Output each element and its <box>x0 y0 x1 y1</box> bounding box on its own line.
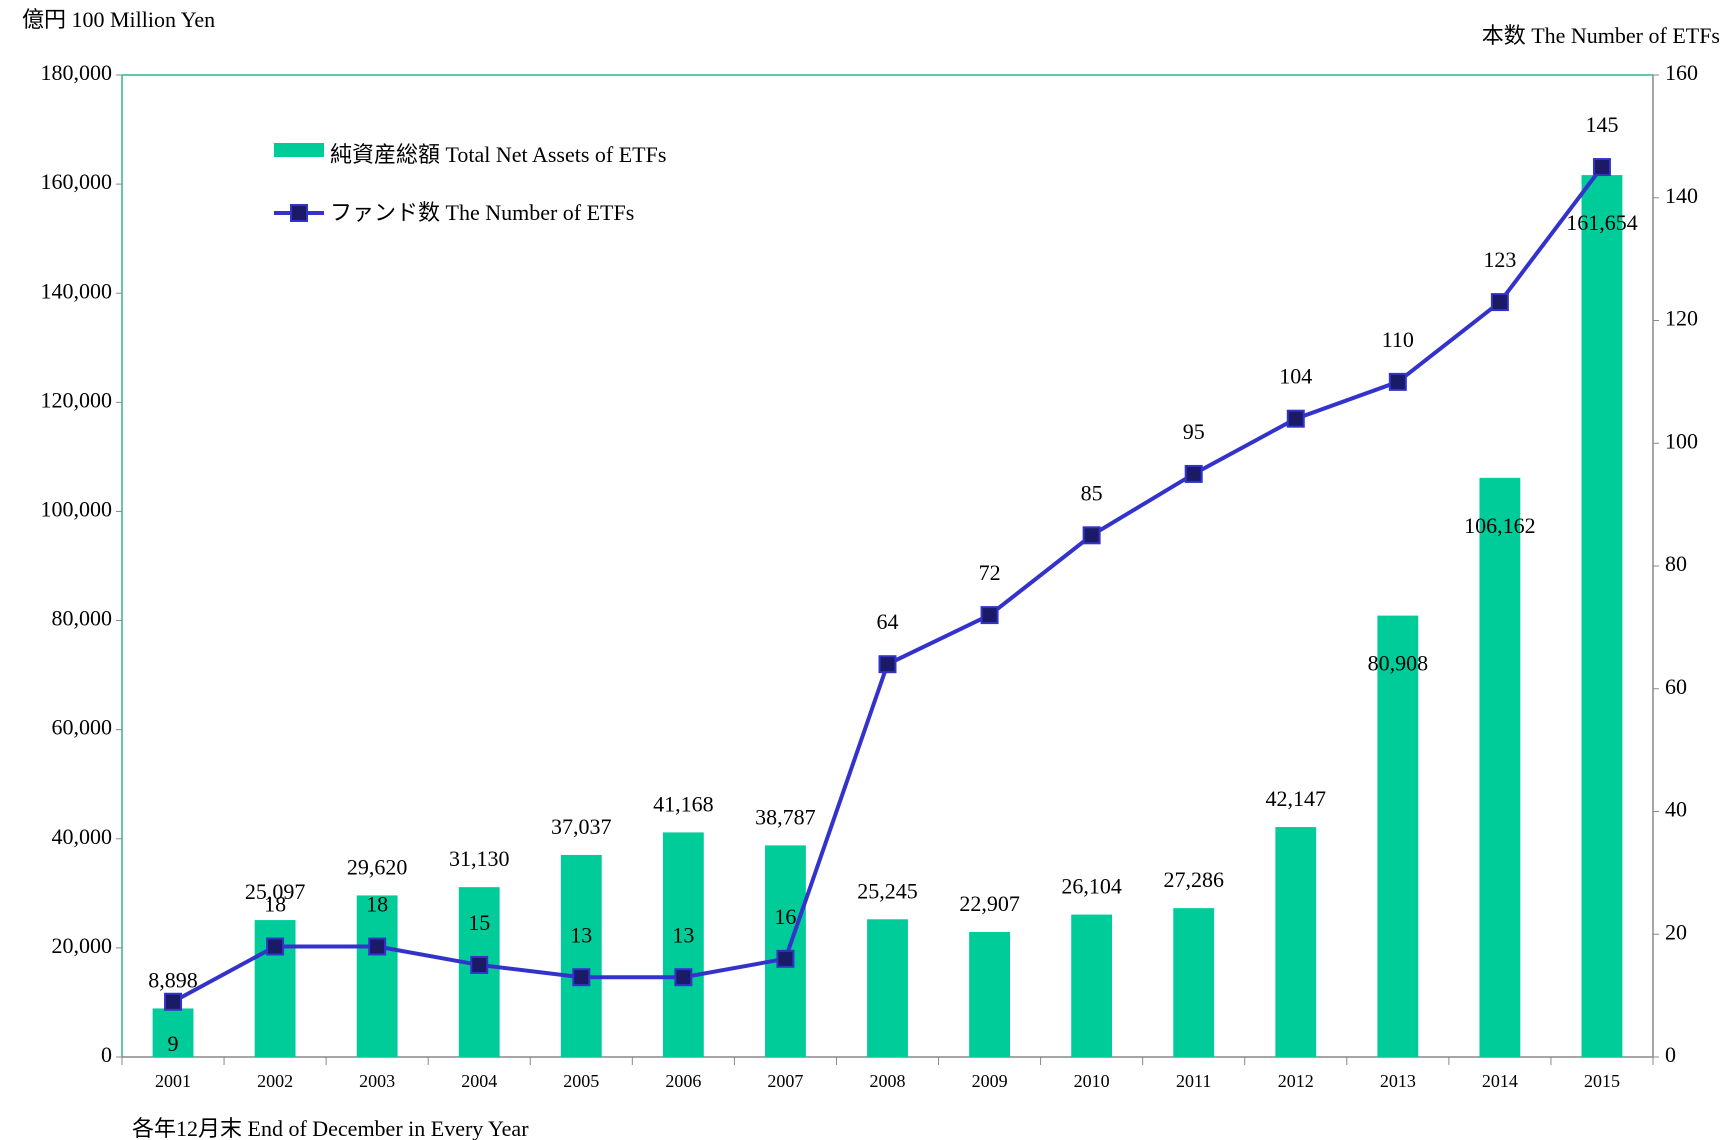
bar <box>662 832 704 1057</box>
marker <box>1388 372 1407 391</box>
bar <box>1275 827 1317 1057</box>
marker <box>572 968 591 987</box>
y2-tick-label: 60 <box>1665 674 1687 699</box>
y2-axis-label: 本数 The Number of ETFs <box>1482 23 1720 48</box>
bar <box>152 1008 194 1057</box>
data-label: 18 <box>264 892 286 917</box>
x-tick-label: 2001 <box>155 1071 191 1091</box>
marker <box>470 955 489 974</box>
data-label: 38,787 <box>755 804 816 829</box>
x-tick-label: 2003 <box>359 1071 395 1091</box>
y2-tick-label: 20 <box>1665 919 1687 944</box>
data-label: 8,898 <box>148 968 198 993</box>
bar <box>560 854 602 1057</box>
data-label: 18 <box>366 892 388 917</box>
y-tick-label: 160,000 <box>41 169 113 194</box>
legend-label: ファンド数 The Number of ETFs <box>330 200 634 225</box>
data-label: 9 <box>168 1031 179 1056</box>
y-tick-label: 140,000 <box>41 278 113 303</box>
x-tick-label: 2015 <box>1584 1071 1620 1091</box>
marker <box>368 937 387 956</box>
data-label: 13 <box>672 922 694 947</box>
bar <box>356 895 398 1057</box>
data-label: 64 <box>877 609 899 634</box>
x-tick-label: 2010 <box>1074 1071 1110 1091</box>
data-label: 145 <box>1585 112 1618 137</box>
data-label: 27,286 <box>1163 867 1224 892</box>
data-label: 25,097 <box>245 879 306 904</box>
data-label: 41,168 <box>653 791 714 816</box>
marker <box>1490 293 1509 312</box>
marker <box>776 949 795 968</box>
data-label: 29,620 <box>347 854 408 879</box>
bar <box>969 932 1010 1057</box>
x-tick-label: 2007 <box>767 1071 803 1091</box>
data-label: 161,654 <box>1566 210 1638 235</box>
x-tick-label: 2006 <box>665 1071 701 1091</box>
bar <box>1479 477 1521 1058</box>
marker <box>1592 158 1611 177</box>
bar <box>1377 615 1419 1057</box>
data-label: 37,037 <box>551 814 612 839</box>
x-tick-label: 2011 <box>1176 1071 1211 1091</box>
data-label: 85 <box>1081 480 1103 505</box>
bar <box>1581 175 1623 1057</box>
y2-tick-label: 40 <box>1665 797 1687 822</box>
legend-label: 純資産総額 Total Net Assets of ETFs <box>330 142 666 167</box>
x-tick-label: 2013 <box>1380 1071 1416 1091</box>
bar <box>1173 908 1215 1057</box>
data-label: 25,245 <box>857 878 918 903</box>
x-tick-label: 2004 <box>461 1071 497 1091</box>
data-label: 72 <box>979 560 1001 585</box>
data-label: 22,907 <box>959 891 1020 916</box>
x-tick-label: 2008 <box>870 1071 906 1091</box>
data-label: 110 <box>1382 327 1414 352</box>
y-tick-label: 40,000 <box>52 824 113 849</box>
y2-tick-label: 140 <box>1665 183 1698 208</box>
data-label: 123 <box>1483 247 1516 272</box>
y2-tick-label: 160 <box>1665 60 1698 85</box>
x-tick-label: 2005 <box>563 1071 599 1091</box>
data-label: 42,147 <box>1266 786 1327 811</box>
x-tick-label: 2009 <box>972 1071 1008 1091</box>
bar <box>867 919 908 1057</box>
x-tick-label: 2014 <box>1482 1071 1518 1091</box>
marker <box>980 606 999 625</box>
bar <box>1071 914 1113 1057</box>
data-label: 95 <box>1183 419 1205 444</box>
data-label: 106,162 <box>1464 513 1536 538</box>
y2-tick-label: 80 <box>1665 551 1687 576</box>
y2-tick-label: 120 <box>1665 306 1698 331</box>
data-label: 31,130 <box>449 846 510 871</box>
y2-tick-label: 100 <box>1665 428 1698 453</box>
marker <box>1184 464 1203 483</box>
marker <box>1286 409 1305 428</box>
y-tick-label: 80,000 <box>52 606 113 631</box>
y-tick-label: 60,000 <box>52 715 113 740</box>
marker <box>674 968 693 987</box>
marker <box>266 937 285 956</box>
y-tick-label: 0 <box>101 1042 112 1067</box>
data-label: 80,908 <box>1368 651 1429 676</box>
x-tick-label: 2012 <box>1278 1071 1314 1091</box>
y-axis-label: 億円 100 Million Yen <box>22 7 215 32</box>
data-label: 104 <box>1279 364 1312 389</box>
data-label: 26,104 <box>1061 874 1122 899</box>
marker <box>1082 526 1101 545</box>
data-label: 16 <box>774 904 796 929</box>
y-tick-label: 120,000 <box>41 387 113 412</box>
marker <box>164 992 183 1011</box>
legend-swatch <box>274 143 324 157</box>
x-axis-label: 各年12月末 End of December in Every Year <box>132 1116 529 1140</box>
marker <box>878 655 897 674</box>
x-tick-label: 2002 <box>257 1071 293 1091</box>
y2-tick-label: 0 <box>1665 1042 1676 1067</box>
legend-marker <box>290 204 308 222</box>
y-tick-label: 100,000 <box>41 496 113 521</box>
data-label: 15 <box>468 910 490 935</box>
y-tick-label: 180,000 <box>41 60 113 85</box>
data-label: 13 <box>570 922 592 947</box>
y-tick-label: 20,000 <box>52 933 113 958</box>
